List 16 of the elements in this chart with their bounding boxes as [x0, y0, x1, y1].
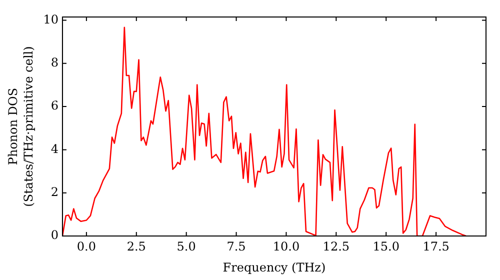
x-tick-label: 0.0 [76, 239, 96, 254]
x-tick-label: 15.0 [372, 239, 400, 254]
x-tick-label: 10.0 [272, 239, 300, 254]
y-tick-label: 6 [50, 98, 58, 113]
y-tick-label: 10 [43, 12, 58, 26]
x-tick-label: 7.5 [226, 239, 246, 254]
x-axis-title: Frequency (THz) [222, 260, 326, 274]
y-axis-title: Phonon DOS (States/THz·primitive cell) [6, 46, 36, 207]
x-tick-label: 12.5 [322, 239, 350, 254]
x-tick-label: 17.5 [422, 239, 450, 254]
y-tick-label: 0 [50, 228, 58, 242]
y-tick-label: 8 [50, 56, 58, 70]
x-tick-label: 2.5 [126, 239, 146, 254]
y-tick-label: 4 [50, 142, 59, 156]
x-tick-label: 5.0 [176, 239, 196, 254]
y-tick-label: 2 [50, 184, 58, 199]
